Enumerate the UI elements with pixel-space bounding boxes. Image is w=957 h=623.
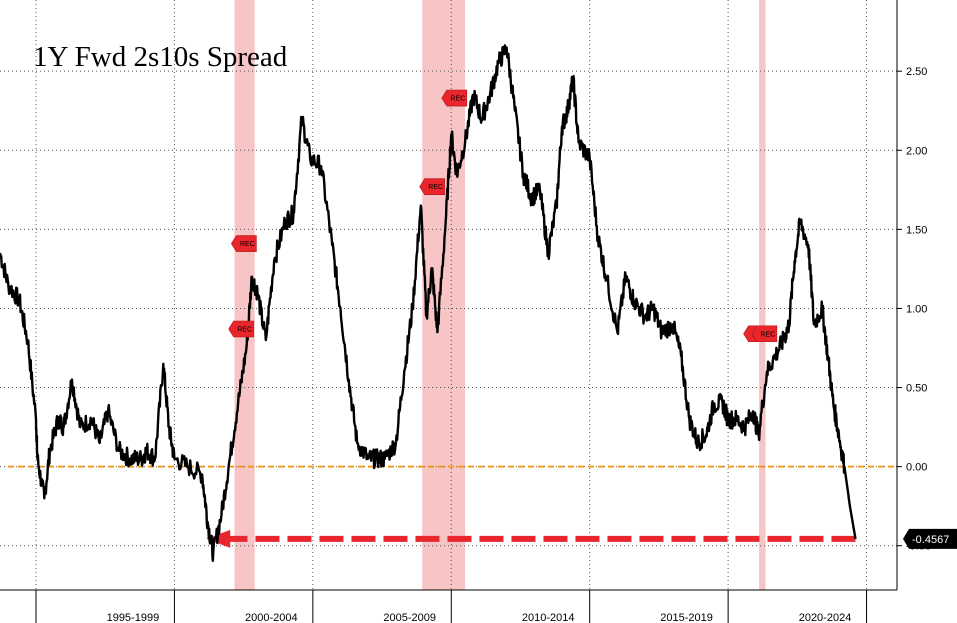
rec-marker: REC <box>751 325 778 343</box>
rec-marker-shape <box>751 325 778 343</box>
y-tick-label: 2.00 <box>906 145 927 157</box>
last-value-label: -0.4567 <box>912 534 949 546</box>
rec-marker-shape <box>441 89 468 107</box>
y-tick-label: 0.50 <box>906 383 927 395</box>
rec-marker: REC <box>228 320 254 338</box>
y-tick-label: 2.50 <box>906 66 927 78</box>
last-value-arrow <box>206 529 856 548</box>
x-tick-label: 2020-2024 <box>799 612 852 623</box>
y-tick-label: 1.50 <box>906 224 927 236</box>
x-tick-label: 2015-2019 <box>660 612 713 623</box>
rec-marker-label: REC <box>760 331 775 338</box>
rec-marker: REC <box>441 89 468 107</box>
recession-band <box>234 0 255 590</box>
rec-marker: REC <box>419 178 445 195</box>
x-tick-label: 2010-2014 <box>522 612 575 623</box>
rec-marker-label: REC <box>240 241 255 248</box>
recession-bands <box>234 0 766 590</box>
y-tick-label: 0.00 <box>906 462 927 474</box>
rec-marker-label: REC <box>237 327 252 334</box>
rec-marker-shape <box>419 178 445 195</box>
rec-marker-label: REC <box>450 96 465 103</box>
last-value-box <box>903 528 957 549</box>
rec-marker-label: REC <box>428 184 443 191</box>
y-tick-label: 1.00 <box>906 303 927 315</box>
y-axis: 2.502.001.501.000.500.00-0.50 <box>896 0 931 590</box>
rec-marker-shape <box>228 320 254 338</box>
x-tick-label: 2000-2004 <box>245 612 298 623</box>
chart-title: 1Y Fwd 2s10s Spread <box>33 41 288 73</box>
x-tick-label: 2005-2009 <box>383 612 436 623</box>
series-line <box>0 44 857 562</box>
spread-line <box>0 44 857 562</box>
rec-markers: RECRECRECRECRECREC <box>228 89 778 343</box>
recession-band <box>759 0 766 590</box>
rec-marker: REC <box>231 235 257 252</box>
rec-marker-shape <box>231 235 257 252</box>
last-value-badge: -0.4567 <box>903 528 957 549</box>
x-axis: 1995-1999 2000-2004 2005-2009 2010-2014 2015… <box>0 589 897 623</box>
x-tick-label: 1995-1999 <box>107 612 160 623</box>
